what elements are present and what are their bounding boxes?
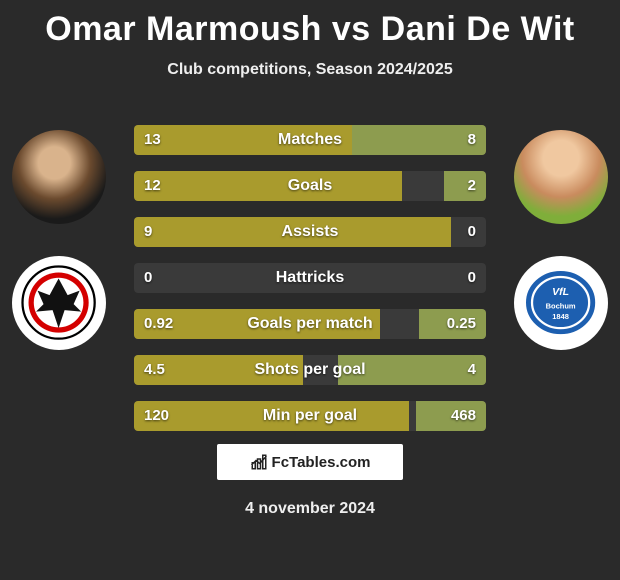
stat-label: Assists xyxy=(134,217,486,247)
stat-row: 00Hattricks xyxy=(134,263,486,293)
stat-row: 122Goals xyxy=(134,171,486,201)
svg-text:Bochum: Bochum xyxy=(546,302,576,311)
stat-row: 4.54Shots per goal xyxy=(134,355,486,385)
page-title: Omar Marmoush vs Dani De Wit xyxy=(0,10,620,49)
stat-label: Goals xyxy=(134,171,486,201)
stat-label: Matches xyxy=(134,125,486,155)
stat-label: Shots per goal xyxy=(134,355,486,385)
stat-row: 138Matches xyxy=(134,125,486,155)
comparison-card: Omar Marmoush vs Dani De Wit Club compet… xyxy=(0,0,620,580)
stat-row: 90Assists xyxy=(134,217,486,247)
player-avatar-right xyxy=(514,130,608,224)
stat-label: Min per goal xyxy=(134,401,486,431)
bochum-icon: VfL Bochum 1848 xyxy=(523,265,598,340)
eintracht-icon xyxy=(21,265,96,340)
chart-icon xyxy=(250,453,268,471)
stat-row: 120468Min per goal xyxy=(134,401,486,431)
stats-list: 138Matches 122Goals 90Assists 00Hattricks 0.… xyxy=(134,125,486,447)
subtitle: Club competitions, Season 2024/2025 xyxy=(0,61,620,79)
svg-text:VfL: VfL xyxy=(553,286,570,298)
svg-text:1848: 1848 xyxy=(553,313,570,322)
fctables-logo[interactable]: FcTables.com xyxy=(217,444,403,480)
club-badge-right: VfL Bochum 1848 xyxy=(514,256,608,350)
stat-row: 0.920.25Goals per match xyxy=(134,309,486,339)
logo-text: FcTables.com xyxy=(272,454,371,471)
stat-label: Hattricks xyxy=(134,263,486,293)
player-avatar-left xyxy=(12,130,106,224)
stat-label: Goals per match xyxy=(134,309,486,339)
club-badge-left xyxy=(12,256,106,350)
date-label: 4 november 2024 xyxy=(0,500,620,518)
